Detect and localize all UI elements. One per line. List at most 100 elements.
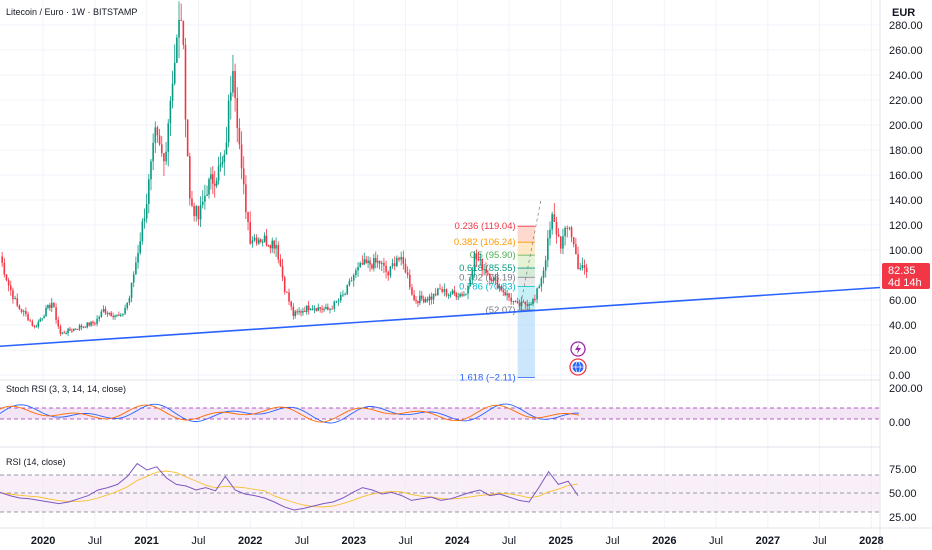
candle-body: [163, 153, 165, 162]
time-tick-label: Jul: [191, 535, 205, 547]
candle-body: [247, 212, 249, 222]
candle-body: [71, 330, 73, 332]
candle-body: [119, 314, 122, 316]
candle-body: [391, 263, 394, 267]
candle-body: [483, 269, 485, 271]
stoch-rsi-label[interactable]: Stoch RSI (3, 3, 14, 14, close): [6, 384, 126, 394]
price-tick-label: 0.00: [889, 370, 910, 382]
last-price-badge: 82.35 4d 14h: [882, 263, 930, 289]
candle-body: [225, 142, 228, 155]
candle-body: [387, 271, 390, 276]
support-trendline[interactable]: [0, 286, 881, 348]
candle-body: [78, 325, 81, 330]
fib-level-label: (52.07): [486, 305, 516, 316]
candle-body: [461, 293, 463, 296]
candle-body: [35, 326, 38, 328]
candle-body: [419, 295, 421, 304]
candle-body: [171, 83, 174, 101]
candle-body: [122, 313, 124, 315]
candle-body: [277, 245, 280, 260]
candle-body: [367, 260, 369, 263]
candle-body: [465, 293, 467, 295]
candle-body: [514, 300, 517, 302]
candle-body: [544, 260, 547, 271]
candle-body: [329, 308, 331, 310]
candle-body: [82, 326, 85, 328]
candle-body: [186, 119, 189, 157]
candle-body: [106, 313, 109, 315]
candle-body: [86, 322, 89, 328]
candle-body: [479, 258, 482, 261]
price-tick-label: 100.00: [889, 245, 923, 257]
candle-body: [577, 254, 579, 270]
rsi-tick-50: 50.00: [889, 488, 917, 500]
lightning-icon[interactable]: [570, 341, 586, 357]
candle-body: [371, 264, 373, 269]
candle-body: [471, 270, 474, 280]
candle-body: [286, 291, 288, 293]
candle-body: [33, 325, 36, 327]
candle-body: [369, 260, 371, 265]
fib-zone: [517, 226, 535, 243]
candle-body: [413, 294, 415, 300]
time-axis[interactable]: 2020 Jul 2021 Jul 2022 Jul 2023 Jul 2024 Jul 2025 J…: [31, 535, 884, 547]
candle-body: [22, 311, 25, 313]
globe-icon[interactable]: [569, 358, 587, 376]
candle-body: [298, 311, 300, 313]
candle-body: [114, 315, 116, 317]
candle-body: [160, 144, 163, 154]
candle-body: [199, 204, 202, 220]
candle-body: [389, 266, 392, 276]
candle-body: [327, 306, 329, 310]
candle-body: [457, 296, 460, 298]
candle-body: [325, 306, 327, 309]
candle-body: [398, 257, 400, 260]
price-tick-label: 180.00: [889, 145, 923, 157]
time-tick-label: 2028: [859, 535, 883, 547]
candlestick-series[interactable]: [1, 1, 588, 337]
candle-body: [538, 286, 541, 289]
price-tick-label: 20.00: [889, 345, 917, 357]
candle-body: [313, 308, 316, 310]
candle-body: [98, 316, 101, 319]
candle-body: [5, 274, 8, 281]
candle-body: [63, 332, 66, 334]
candle-body: [240, 144, 243, 169]
candle-body: [59, 326, 62, 334]
candle-body: [158, 135, 161, 145]
candle-body: [321, 308, 323, 310]
candle-body: [432, 293, 435, 300]
candle-body: [400, 256, 402, 260]
candle-body: [227, 100, 230, 143]
candle-body: [518, 303, 521, 307]
candle-body: [9, 285, 12, 291]
candle-body: [263, 235, 266, 242]
candle-body: [319, 307, 321, 309]
candle-body: [124, 307, 126, 314]
candle-body: [1, 256, 3, 263]
candle-body: [485, 269, 487, 274]
candle-body: [551, 214, 553, 230]
candle-body: [45, 308, 47, 317]
rsi-ma-line: [0, 470, 579, 508]
candle-body: [150, 161, 152, 180]
candle-body: [350, 280, 353, 282]
candle-body: [417, 301, 419, 304]
candle-body: [219, 163, 222, 167]
candle-body: [292, 306, 295, 316]
candle-body: [453, 290, 456, 294]
candle-body: [141, 221, 144, 242]
time-tick-label: Jul: [606, 535, 620, 547]
fib-zone: [517, 242, 535, 256]
fib-zone: [517, 309, 535, 378]
rsi-label[interactable]: RSI (14, close): [6, 457, 66, 467]
time-tick-label: 2022: [238, 535, 262, 547]
price-tick-label: 120.00: [889, 220, 923, 232]
candle-body: [210, 174, 212, 180]
fibonacci-retracement[interactable]: 0.236 (119.04) 0.382 (106.24) 0.5 (95.90) 0…: [454, 199, 542, 384]
candle-body: [357, 266, 359, 271]
candle-body: [500, 286, 503, 291]
candle-body: [12, 290, 14, 299]
time-tick-label: Jul: [813, 535, 827, 547]
